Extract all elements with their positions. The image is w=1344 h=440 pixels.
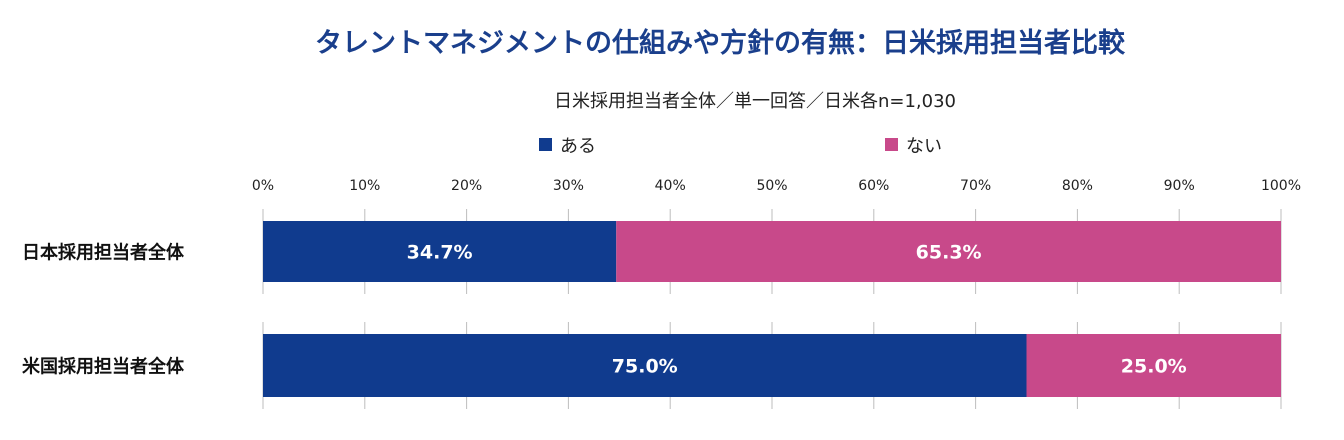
legend-label-nai: ない bbox=[906, 136, 942, 157]
x-tick-label: 70% bbox=[960, 178, 991, 194]
x-tick-label: 50% bbox=[756, 178, 787, 194]
x-tick-label: 100% bbox=[1261, 178, 1301, 194]
x-tick-label: 80% bbox=[1062, 178, 1093, 194]
bar-segment-nai bbox=[1026, 334, 1281, 397]
bar-data-label: 75.0% bbox=[612, 356, 678, 378]
chart-subtitle: 日米採用担当者全体／単一回答／日米各n=1,030 bbox=[554, 91, 956, 112]
chart-title: タレントマネジメントの仕組みや方針の有無：日米採用担当者比較 bbox=[315, 27, 1126, 59]
bar-data-label: 34.7% bbox=[407, 242, 473, 264]
category-label: 日本採用担当者全体 bbox=[22, 242, 185, 264]
legend-swatch-nai bbox=[885, 138, 898, 151]
category-label: 米国採用担当者全体 bbox=[22, 356, 185, 378]
x-tick-label: 60% bbox=[858, 178, 889, 194]
bar-segment-nai bbox=[616, 221, 1281, 282]
plot-area: 34.7% 65.3% 75.0% 25.0% bbox=[263, 221, 1281, 397]
x-tick-label: 90% bbox=[1164, 178, 1195, 194]
bar-data-label: 65.3% bbox=[916, 242, 982, 264]
legend-swatch-aru bbox=[539, 138, 552, 151]
bar-segment-aru bbox=[263, 334, 1027, 397]
x-tick-label: 30% bbox=[553, 178, 584, 194]
x-tick-label: 40% bbox=[655, 178, 686, 194]
x-tick-label: 20% bbox=[451, 178, 482, 194]
x-tick-label: 0% bbox=[252, 178, 274, 194]
legend-label-aru: ある bbox=[560, 136, 596, 157]
x-tick-label: 10% bbox=[349, 178, 380, 194]
bar-data-label: 25.0% bbox=[1121, 356, 1187, 378]
bar-segment-aru bbox=[263, 221, 617, 282]
legend: ある ない bbox=[539, 136, 942, 157]
